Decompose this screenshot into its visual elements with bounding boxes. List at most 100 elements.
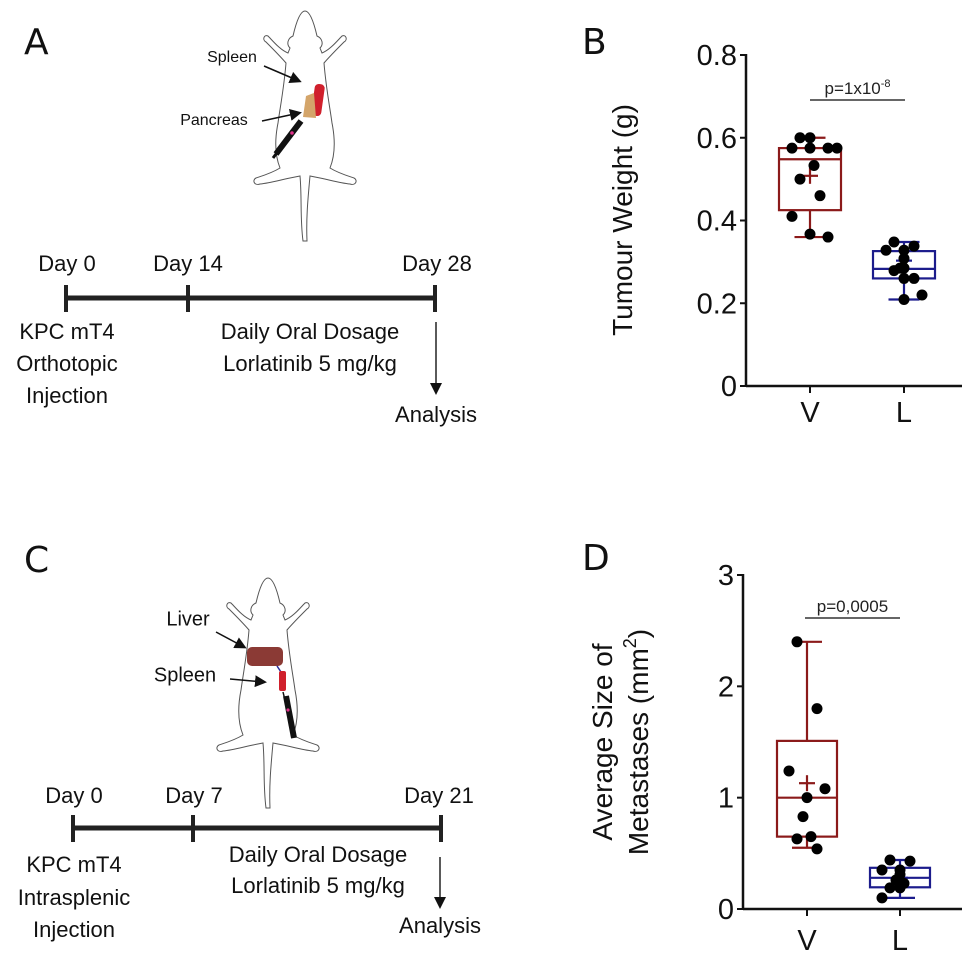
box-v [777, 132, 843, 243]
data-point [801, 792, 813, 804]
data-point [819, 783, 831, 795]
data-point [794, 132, 806, 144]
data-point [822, 142, 834, 154]
injection-line-1-c: KPC mT4 [26, 852, 122, 877]
y-tick-label: 0.6 [697, 123, 737, 155]
p-value-text: p=1x10 [824, 79, 880, 98]
spleen-arrow-c [229, 675, 267, 688]
panel-letter-c: C [24, 540, 50, 581]
data-point [898, 253, 910, 265]
charts-layer: 0 0.2 0.4 0.6 0.8 V L Tumour Weight (g) p=1x10-8… [587, 40, 962, 957]
data-point [811, 843, 823, 855]
y-axis-label: Average Size of Metastases (mm2) [587, 629, 654, 855]
injection-line-2-a: Orthotopic [16, 351, 118, 376]
timeline-day-end-c: Day 21 [404, 783, 474, 808]
timeline-c [71, 815, 446, 909]
data-point [791, 833, 803, 845]
data-point [786, 210, 798, 222]
box-l [868, 854, 932, 904]
data-point [904, 855, 916, 867]
p-value-text: p=0,0005 [817, 597, 888, 616]
data-point [805, 831, 817, 843]
timeline-day-end-a: Day 28 [402, 251, 472, 276]
data-point [908, 272, 920, 284]
y-tick-label: 3 [718, 560, 734, 592]
y-tick-label: 1 [718, 783, 734, 815]
data-point [783, 765, 795, 777]
mouse-illustration-c [216, 577, 320, 809]
x-tick-label: V [797, 925, 817, 957]
data-point [888, 265, 900, 277]
y-axis-label-close: ) [623, 629, 654, 638]
y-tick-label: 2 [718, 671, 734, 703]
panel-letter-b: B [582, 22, 607, 63]
injection-line-2-c: Intrasplenic [17, 885, 131, 910]
label-spleen-a: Spleen [207, 49, 257, 66]
y-tick-label: 0.8 [697, 40, 737, 72]
data-point [808, 159, 820, 171]
timeline-day-start-c: Day 0 [45, 783, 103, 808]
y-tick-label: 0.4 [697, 206, 737, 238]
injection-line-1-a: KPC mT4 [19, 319, 115, 344]
mouse-illustration-a [253, 10, 357, 242]
dosing-line-2-c: Lorlatinib 5 mg/kg [231, 873, 405, 898]
data-point [894, 882, 906, 894]
p-value-label: p=0,0005 [817, 597, 888, 616]
timeline-day-start-a: Day 0 [38, 251, 96, 276]
data-point [898, 294, 910, 306]
y-tick-label: 0 [721, 371, 737, 403]
data-point [898, 262, 910, 274]
syringe-icon-a [271, 119, 304, 159]
chart-b: 0 0.2 0.4 0.6 0.8 V L Tumour Weight (g) p=1x10-8 [607, 40, 962, 429]
y-tick-label: 0 [718, 894, 734, 926]
y-axis-label-superscript: 2 [620, 638, 640, 648]
pancreas-organ-a [303, 93, 316, 118]
dosing-line-2-a: Lorlatinib 5 mg/kg [223, 351, 397, 376]
y-axis-label-line-1: Average Size of [587, 643, 618, 840]
dosing-line-1-a: Daily Oral Dosage [220, 319, 400, 344]
y-tick-label: 0.2 [697, 288, 737, 320]
endpoint-analysis-a: Analysis [395, 402, 477, 427]
liver-arrow-c [215, 631, 247, 649]
data-point [831, 142, 843, 154]
box-l [871, 236, 937, 306]
data-point [888, 236, 900, 248]
panel-letter-a: A [24, 22, 49, 63]
timeline-a [64, 285, 442, 395]
x-tick-label: L [892, 925, 908, 957]
spleen-organ-c [279, 671, 286, 691]
label-liver-c: Liver [166, 608, 210, 631]
data-point [876, 864, 888, 876]
syringe-icon-c [282, 691, 297, 739]
dosing-line-1-c: Daily Oral Dosage [228, 842, 408, 867]
data-point [876, 892, 888, 904]
data-point [884, 882, 896, 894]
injection-line-3-a: Injection [26, 383, 108, 408]
timeline-day-mid-c: Day 7 [165, 783, 223, 808]
y-axis-label: Tumour Weight (g) [607, 104, 638, 336]
data-point [916, 289, 928, 301]
x-tick-label: L [896, 397, 912, 429]
data-point [804, 228, 816, 240]
liver-organ-c [247, 647, 283, 666]
spleen-arrow-a [263, 65, 302, 83]
endpoint-analysis-c: Analysis [399, 913, 481, 938]
p-value-label: p=1x10-8 [824, 78, 890, 98]
data-point [794, 173, 806, 185]
x-tick-label: V [800, 397, 820, 429]
data-point [791, 636, 803, 648]
box-v [775, 636, 839, 855]
label-pancreas-a: Pancreas [180, 112, 248, 129]
injection-line-3-c: Injection [33, 917, 115, 942]
p-value-exponent: -8 [881, 78, 891, 90]
data-point [880, 244, 892, 256]
data-point [898, 244, 910, 256]
data-point [804, 142, 816, 154]
y-axis-label-line-2: Metastases (mm [623, 648, 654, 855]
timeline-day-mid-a: Day 14 [153, 251, 223, 276]
data-point [908, 240, 920, 252]
data-point [804, 132, 816, 144]
data-point [884, 854, 896, 866]
